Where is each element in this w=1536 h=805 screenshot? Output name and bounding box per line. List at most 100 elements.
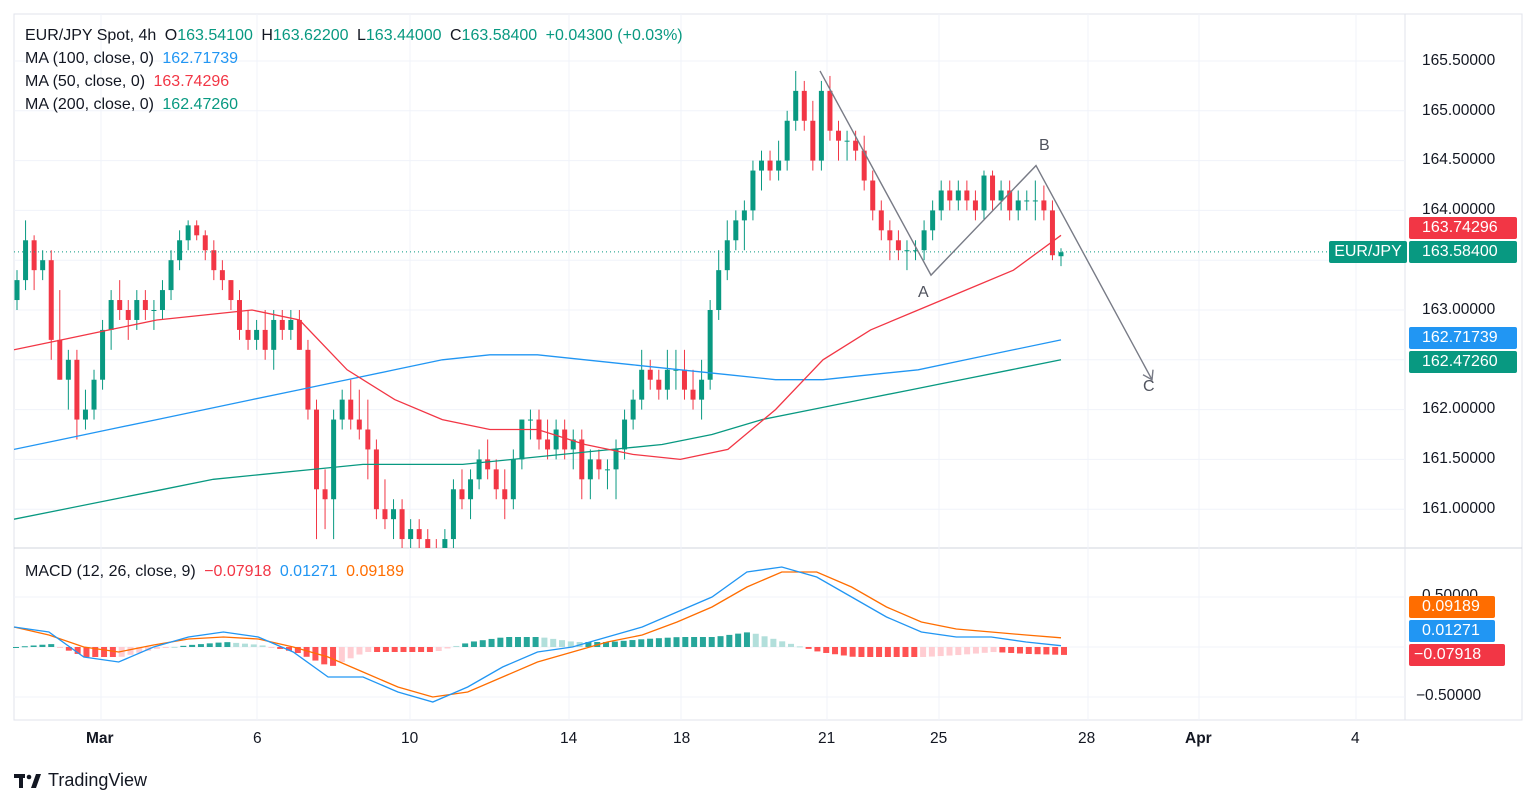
macd-hist-bar — [937, 647, 944, 657]
open-num: 163.54100 — [177, 27, 253, 44]
ma100-price-badge: 162.71739 — [1409, 327, 1517, 349]
macd-hist-bar — [268, 647, 275, 648]
macd-hist-bar — [726, 634, 733, 647]
candle-body — [57, 339, 63, 380]
symbol-title: EUR/JPY Spot, 4h — [25, 27, 157, 44]
macd-badge: 0.01271 — [1409, 620, 1495, 642]
candle-body — [117, 300, 123, 310]
macd-hist-bar — [787, 643, 794, 647]
macd-signal-line — [13, 571, 1062, 698]
macd-hist-bar — [699, 637, 706, 647]
candle-body — [707, 310, 713, 380]
price-tick: 162.00000 — [1422, 400, 1496, 417]
macd-hist-bar — [1061, 647, 1067, 655]
macd-hist-bar — [83, 647, 90, 657]
tradingview-logo[interactable]: TradingView — [14, 770, 147, 791]
ma100-legend[interactable]: MA (100, close, 0) 162.71739 — [25, 50, 242, 68]
candle-body — [527, 419, 533, 421]
candle-body — [545, 439, 551, 450]
wave-label-c: C — [1143, 378, 1155, 395]
candle-body — [579, 439, 585, 480]
candle-body — [485, 459, 491, 470]
macd-hist-bar — [462, 643, 469, 647]
candle-body — [296, 319, 302, 350]
macd-hist-bar — [30, 645, 37, 647]
candle-body — [365, 429, 371, 450]
ma100-line — [14, 339, 1062, 451]
macd-legend[interactable]: MACD (12, 26, close, 9) −0.07918 0.01271… — [25, 563, 408, 581]
macd-hist-bar — [286, 647, 293, 651]
macd-hist-bar — [849, 647, 856, 657]
macd-line-value: 0.01271 — [279, 563, 338, 580]
candle-body — [108, 300, 114, 330]
macd-hist-bar — [382, 647, 389, 652]
candle-body — [930, 210, 936, 231]
macd-hist-bar — [620, 640, 627, 647]
candle-body — [1049, 210, 1055, 256]
candle-body — [23, 240, 29, 281]
price-tick: 164.50000 — [1422, 151, 1496, 168]
macd-hist-bar — [470, 641, 477, 647]
price-tick: 163.00000 — [1422, 301, 1496, 318]
ma200-legend[interactable]: MA (200, close, 0) 162.47260 — [25, 96, 242, 114]
candle-body — [510, 459, 516, 500]
macd-hist-bar — [426, 647, 433, 652]
macd-hist-bar — [241, 643, 248, 647]
candle-body — [391, 509, 397, 520]
candle-body — [827, 90, 833, 131]
macd-hist-bar — [39, 644, 46, 647]
candle-body — [776, 160, 782, 171]
candle-body — [450, 489, 456, 540]
macd-hist-bar — [858, 647, 865, 657]
macd-hist-bar — [867, 647, 874, 657]
price-tick: 164.00000 — [1422, 201, 1496, 218]
time-tick: 14 — [560, 730, 578, 747]
macd-hist-value: −0.07918 — [204, 563, 272, 580]
macd-hist-bar — [814, 647, 821, 652]
low-label: L — [356, 27, 366, 44]
macd-hist-bar — [559, 640, 566, 647]
macd-hist-bar — [294, 647, 301, 654]
ma100-label: MA (100, close, 0) — [25, 50, 154, 67]
macd-hist-bar — [541, 637, 548, 647]
macd-hist-bar — [1016, 647, 1023, 654]
macd-hist-bar — [197, 644, 204, 647]
macd-hist-bar — [233, 642, 240, 647]
macd-hist-bar — [823, 647, 830, 653]
candle-body — [878, 210, 884, 231]
candle-body — [724, 240, 730, 271]
price-tick: 165.50000 — [1422, 52, 1496, 69]
candle-body — [177, 240, 183, 261]
macd-hist-bar — [999, 647, 1006, 653]
candle-body — [468, 479, 474, 500]
ma50-legend[interactable]: MA (50, close, 0) 163.74296 — [25, 73, 233, 91]
candle-body — [408, 529, 414, 540]
candle-body — [887, 230, 893, 241]
macd-hist-bar — [330, 647, 337, 666]
macd-hist-bar — [277, 647, 284, 649]
macd-hist-bar — [303, 647, 310, 657]
candle-body — [40, 260, 46, 271]
candle-body — [425, 539, 431, 548]
candle-body — [91, 379, 97, 410]
macd-hist-bar — [506, 637, 513, 647]
macd-hist-bar — [920, 647, 927, 657]
candle-body — [519, 419, 525, 460]
macd-hist-bar — [92, 647, 99, 657]
macd-hist-bar — [444, 647, 451, 649]
macd-hist-bar — [761, 636, 768, 647]
macd-hist-bar — [673, 637, 680, 647]
last-price-badge: 163.58400 — [1409, 241, 1517, 263]
macd-hist-bar — [964, 647, 971, 655]
macd-hist-bar — [752, 633, 759, 647]
candle-body — [681, 369, 687, 390]
macd-hist-bar — [347, 647, 354, 659]
hist-badge: −0.07918 — [1409, 644, 1505, 666]
macd-signal-value: 0.09189 — [346, 563, 404, 580]
macd-hist-bar — [647, 638, 654, 647]
macd-hist-bar — [928, 647, 935, 657]
candle-body — [168, 260, 174, 291]
candle-body — [399, 509, 405, 540]
open-label: O — [164, 27, 178, 44]
